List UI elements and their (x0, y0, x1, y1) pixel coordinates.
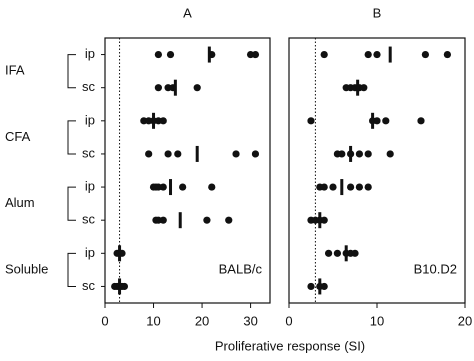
data-point (325, 249, 333, 257)
data-point (154, 50, 162, 59)
mean-bar (178, 212, 182, 229)
data-point (166, 50, 175, 59)
route-label: ip (85, 112, 95, 127)
group-bracket (67, 252, 76, 287)
data-point (251, 150, 260, 158)
data-point (203, 216, 211, 224)
x-tick-label: 20 (195, 313, 209, 328)
mean-bar (173, 79, 177, 96)
mean-bar (371, 112, 375, 129)
mean-bar (118, 245, 122, 262)
route-label: sc (82, 278, 96, 293)
mean-bar (118, 278, 122, 295)
data-point (338, 150, 346, 158)
data-point (364, 183, 372, 191)
data-point (159, 216, 167, 224)
group-bracket (67, 186, 76, 221)
data-point (208, 183, 216, 191)
data-point (320, 216, 328, 224)
route-label: ip (85, 46, 95, 61)
data-point (145, 150, 153, 158)
group-bracket (67, 120, 76, 155)
group-label: CFA (5, 129, 31, 144)
data-point (307, 117, 315, 125)
x-tick-label: 20 (458, 313, 472, 328)
data-point (159, 117, 167, 125)
data-point (382, 117, 390, 125)
group-label: Alum (5, 195, 35, 210)
x-tick-label: 0 (285, 313, 292, 328)
group-bracket (67, 54, 76, 89)
data-point (355, 150, 363, 158)
data-point (179, 183, 187, 191)
mean-bar (169, 179, 173, 196)
route-label: ip (85, 245, 95, 260)
x-tick-label: 10 (370, 313, 384, 328)
mean-bar (318, 212, 322, 229)
mean-bar (349, 145, 353, 162)
mean-bar (356, 79, 360, 96)
group-label: Soluble (5, 261, 48, 276)
data-point (320, 183, 328, 191)
data-point (333, 249, 341, 257)
data-point (159, 183, 167, 191)
data-point (347, 183, 355, 191)
data-point (193, 84, 201, 92)
data-point (373, 117, 381, 125)
mean-bar (344, 245, 348, 262)
mean-bar (152, 112, 156, 129)
group-label: IFA (5, 63, 25, 78)
x-axis-label: Proliferative response (SI) (215, 338, 365, 353)
data-point (355, 183, 363, 191)
route-label: sc (82, 79, 96, 94)
data-point (364, 50, 372, 59)
mean-bar (388, 46, 392, 63)
route-label: sc (82, 212, 96, 227)
panel-title: A (183, 5, 192, 20)
annotation: B10.D2 (414, 261, 457, 276)
plot-frame (104, 37, 271, 304)
mean-bar (207, 46, 211, 63)
data-point (386, 150, 394, 158)
data-point (351, 249, 359, 257)
data-point (320, 50, 328, 59)
panel-title: B (373, 5, 382, 20)
mean-bar (340, 179, 344, 196)
x-tick-label: 30 (243, 313, 257, 328)
data-point (232, 150, 240, 158)
route-label: ip (85, 179, 95, 194)
data-point (320, 282, 328, 291)
x-tick-label: 10 (146, 313, 160, 328)
data-point (364, 150, 372, 158)
mean-bar (318, 278, 322, 295)
data-point (174, 150, 182, 158)
annotation: BALB/c (219, 261, 263, 276)
data-point (443, 50, 451, 59)
data-point (360, 84, 368, 92)
data-point (164, 150, 172, 158)
data-point (120, 282, 129, 291)
mean-bar (195, 145, 199, 162)
data-point (251, 50, 260, 59)
data-point (225, 216, 233, 224)
x-tick-label: 0 (101, 313, 108, 328)
data-point (373, 50, 381, 59)
data-point (307, 282, 315, 291)
data-point (154, 84, 162, 92)
data-point (417, 117, 425, 125)
data-point (329, 183, 337, 191)
data-point (421, 50, 429, 59)
route-label: sc (82, 145, 96, 160)
